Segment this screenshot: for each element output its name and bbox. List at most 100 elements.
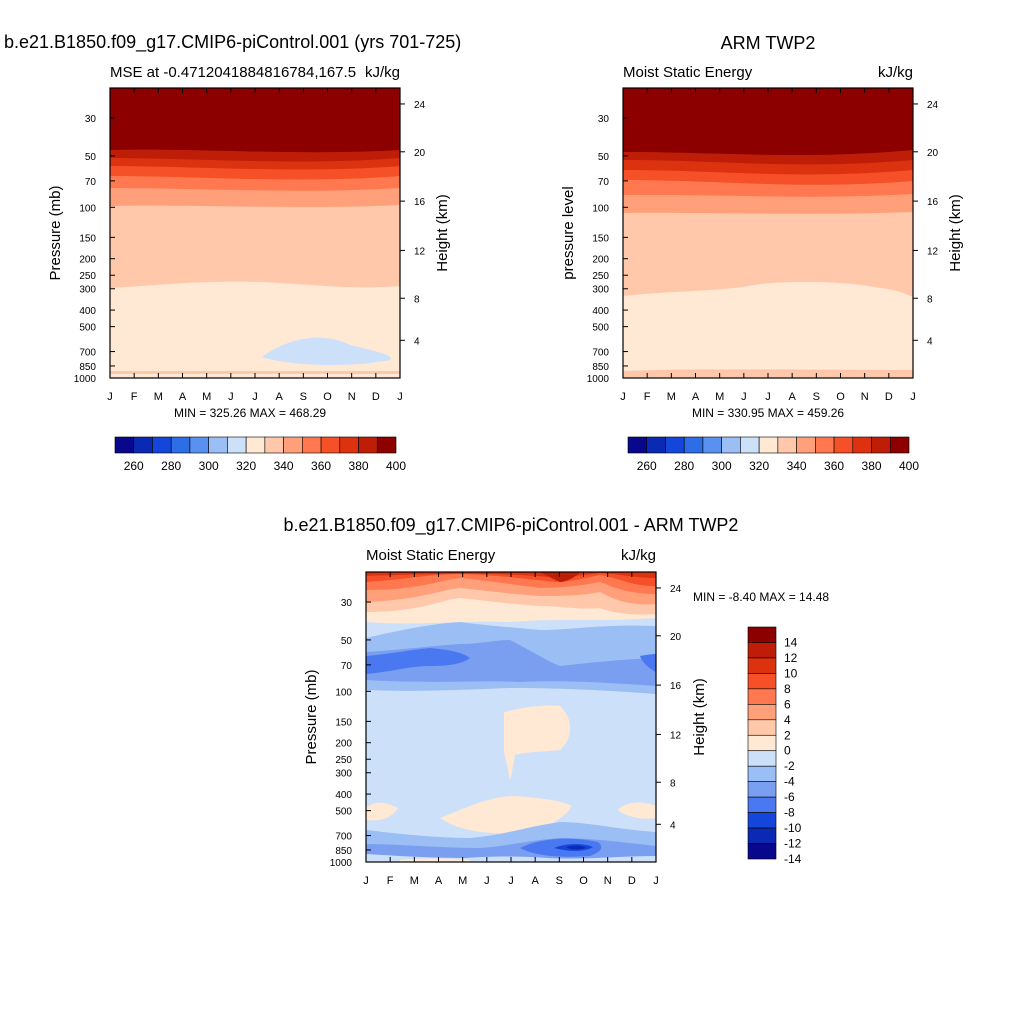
contour-band xyxy=(504,705,571,780)
y-tick-label: 30 xyxy=(85,114,97,125)
x-tick-label: O xyxy=(323,391,332,403)
contour-band xyxy=(440,796,572,834)
colorbar-label: -2 xyxy=(784,759,795,773)
y-tick-label: 1000 xyxy=(587,374,610,385)
y-tick-label: 700 xyxy=(592,348,609,359)
x-tick-label: J xyxy=(765,391,771,403)
colorbar-label: 2 xyxy=(784,728,791,742)
y-tick-label: 500 xyxy=(592,323,609,334)
x-tick-label: S xyxy=(813,391,820,403)
y2-tick-label: 16 xyxy=(670,681,682,692)
x-tick-label: J xyxy=(484,875,490,887)
colorbar-swatch xyxy=(339,436,359,454)
x-tick-label: O xyxy=(579,875,588,887)
y-tick-label: 30 xyxy=(341,598,353,609)
y2-axis-title: Height (km) xyxy=(691,678,708,756)
colorbar-swatch xyxy=(358,436,378,454)
colorbar-label: 4 xyxy=(784,713,791,727)
colorbar-swatch xyxy=(871,436,891,454)
colorbar-label: 14 xyxy=(784,635,798,649)
y-tick-label: 70 xyxy=(341,661,353,672)
x-tick-label: M xyxy=(410,875,419,887)
colorbar-swatch xyxy=(665,436,685,454)
x-tick-label: J xyxy=(741,391,747,403)
colorbar-label: 340 xyxy=(787,459,807,473)
colorbar: 260 280 300 320 340 360 380 400 xyxy=(114,436,406,473)
colorbar-label: 380 xyxy=(349,459,369,473)
contour-band xyxy=(640,654,656,672)
contour-field xyxy=(623,88,913,378)
colorbar-swatch xyxy=(245,436,266,454)
panel-title: ARM TWP2 xyxy=(721,33,816,53)
colorbar-swatch xyxy=(283,436,303,454)
x-tick-label: J xyxy=(508,875,514,887)
colorbar-swatch xyxy=(740,436,760,454)
x-tick-label: F xyxy=(387,875,394,887)
x-tick-label: J xyxy=(252,391,258,403)
y2-tick-label: 8 xyxy=(414,294,420,305)
colorbar-label: -4 xyxy=(784,775,795,789)
panel-subtitle-left: Moist Static Energy xyxy=(623,64,753,81)
min-max-stats: MIN = 325.26 MAX = 468.29 xyxy=(174,406,326,420)
x-tick-label: D xyxy=(885,391,893,403)
y2-tick-label: 4 xyxy=(414,336,420,347)
contour-band xyxy=(566,845,586,850)
y-tick-label: 50 xyxy=(341,636,353,647)
colorbar-label: -12 xyxy=(784,837,802,851)
y-axis-height: 24 20 16 12 8 4 xyxy=(400,100,426,347)
y-tick-label: 150 xyxy=(335,717,352,728)
y2-tick-label: 16 xyxy=(414,197,426,208)
colorbar-label: 280 xyxy=(674,459,694,473)
colorbar-swatch xyxy=(227,436,247,454)
x-tick-label: N xyxy=(348,391,356,403)
x-tick-label: M xyxy=(154,391,163,403)
colorbar-swatch xyxy=(320,436,341,454)
y-tick-label: 850 xyxy=(335,846,352,857)
colorbar-label: 12 xyxy=(784,651,798,665)
colorbar-swatch xyxy=(852,436,872,454)
y2-tick-label: 12 xyxy=(927,246,939,257)
x-tick-label: N xyxy=(861,391,869,403)
y-tick-label: 50 xyxy=(598,152,610,163)
colorbar-swatch xyxy=(683,436,704,454)
colorbar-swatch xyxy=(189,436,209,454)
y-tick-label: 250 xyxy=(79,271,96,282)
contour-band xyxy=(400,858,470,862)
x-tick-label: A xyxy=(179,391,187,403)
y-tick-label: 400 xyxy=(335,790,352,801)
contour-field xyxy=(110,88,400,378)
y-tick-label: 50 xyxy=(85,152,97,163)
colorbar-label: 260 xyxy=(637,459,657,473)
y-tick-label: 850 xyxy=(79,362,96,373)
y2-tick-label: 8 xyxy=(670,778,676,789)
colorbar-swatch xyxy=(170,436,191,454)
colorbar-swatch xyxy=(133,436,153,454)
colorbar-label: 340 xyxy=(274,459,294,473)
colorbar-swatch xyxy=(747,827,777,844)
colorbar-swatch xyxy=(747,796,777,813)
contour-band xyxy=(623,281,913,378)
y-axis-height: 24 20 16 12 8 4 xyxy=(656,584,682,831)
y2-axis-title: Height (km) xyxy=(947,194,964,272)
y-tick-label: 100 xyxy=(592,203,609,214)
colorbar-swatch xyxy=(747,673,777,690)
colorbar-swatch xyxy=(815,436,835,454)
y-tick-label: 400 xyxy=(592,306,609,317)
colorbar-label: 380 xyxy=(862,459,882,473)
colorbar-swatch xyxy=(796,436,816,454)
y-tick-label: 500 xyxy=(79,323,96,334)
x-tick-label: O xyxy=(836,391,845,403)
contour-band xyxy=(366,648,470,674)
colorbar-label: 300 xyxy=(712,459,732,473)
colorbar-swatch xyxy=(747,626,777,643)
y-tick-label: 700 xyxy=(79,348,96,359)
x-tick-label: S xyxy=(556,875,563,887)
colorbar-swatch xyxy=(747,843,777,860)
colorbar-swatch xyxy=(747,812,777,829)
